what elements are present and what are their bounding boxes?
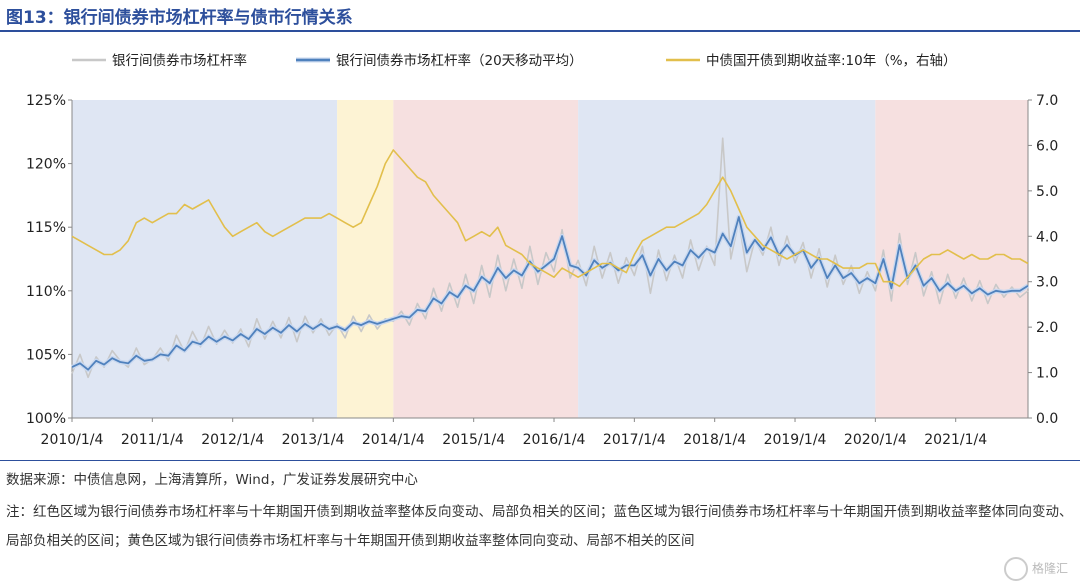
region-yellow-1 xyxy=(337,100,394,418)
y-left-tick-label: 115% xyxy=(26,220,66,236)
region-blue-0 xyxy=(72,100,338,418)
x-tick-label: 2015/1/4 xyxy=(442,432,505,448)
y-right-tick-label: 0.0 xyxy=(1036,411,1058,427)
x-tick-label: 2014/1/4 xyxy=(362,432,425,448)
x-tick-label: 2013/1/4 xyxy=(282,432,345,448)
x-tick-label: 2019/1/4 xyxy=(764,432,827,448)
x-tick-label: 2017/1/4 xyxy=(603,432,666,448)
series-line-1 xyxy=(71,216,1029,371)
y-left-tick-label: 120% xyxy=(26,157,66,173)
figure-title: 图13：银行间债券市场杠杆率与债市行情关系 xyxy=(6,8,353,28)
y-right-tick-label: 2.0 xyxy=(1036,320,1058,336)
watermark-icon xyxy=(1003,557,1028,581)
legend-label-1: 银行间债券市场杠杆率（20天移动平均） xyxy=(336,52,583,69)
watermark: 格隆汇 xyxy=(1003,557,1068,581)
x-tick-label: 2010/1/4 xyxy=(41,432,104,448)
x-tick-label: 2012/1/4 xyxy=(201,432,264,448)
figure-header: 图13：银行间债券市场杠杆率与债市行情关系 xyxy=(0,0,1080,32)
x-tick-label: 2020/1/4 xyxy=(844,432,907,448)
watermark-text: 格隆汇 xyxy=(1031,561,1068,576)
y-right-tick-label: 4.0 xyxy=(1036,229,1058,245)
x-tick-label: 2018/1/4 xyxy=(683,432,746,448)
x-tick-label: 2011/1/4 xyxy=(121,432,184,448)
y-left-tick-label: 110% xyxy=(26,284,66,300)
y-right-tick-label: 3.0 xyxy=(1036,275,1058,291)
series-line-2 xyxy=(71,149,1029,288)
x-tick-label: 2021/1/4 xyxy=(924,432,987,448)
y-right-tick-label: 6.0 xyxy=(1036,138,1058,154)
legend-label-0: 银行间债券市场杠杆率 xyxy=(112,52,247,69)
y-right-tick-label: 1.0 xyxy=(1036,366,1058,382)
region-blue-3 xyxy=(578,100,876,418)
y-right-tick-label: 5.0 xyxy=(1036,184,1058,200)
y-left-tick-label: 125% xyxy=(26,93,66,109)
source-divider xyxy=(0,460,1080,461)
legend-label-2: 中债国开债到期收益率:10年（%，右轴） xyxy=(706,52,957,69)
leverage-chart: 100% 105% 110% 115% 120% 125% 0.0 1.0 2.0 3.0 4.0 5… xyxy=(26,52,1058,448)
y-left-tick-label: 105% xyxy=(26,347,66,363)
y-left-tick-label: 100% xyxy=(26,411,66,427)
x-tick-label: 2016/1/4 xyxy=(523,432,586,448)
region-red-2 xyxy=(393,100,579,418)
data-source: 数据来源：中债信息网，上海清算所，Wind，广发证券发展研究中心 xyxy=(6,472,418,488)
y-right-tick-label: 7.0 xyxy=(1036,93,1058,109)
figure-note: 注：红色区域为银行间债券市场杠杆率与十年期国开债到期收益率整体反向变动、局部负相… xyxy=(6,504,1073,549)
